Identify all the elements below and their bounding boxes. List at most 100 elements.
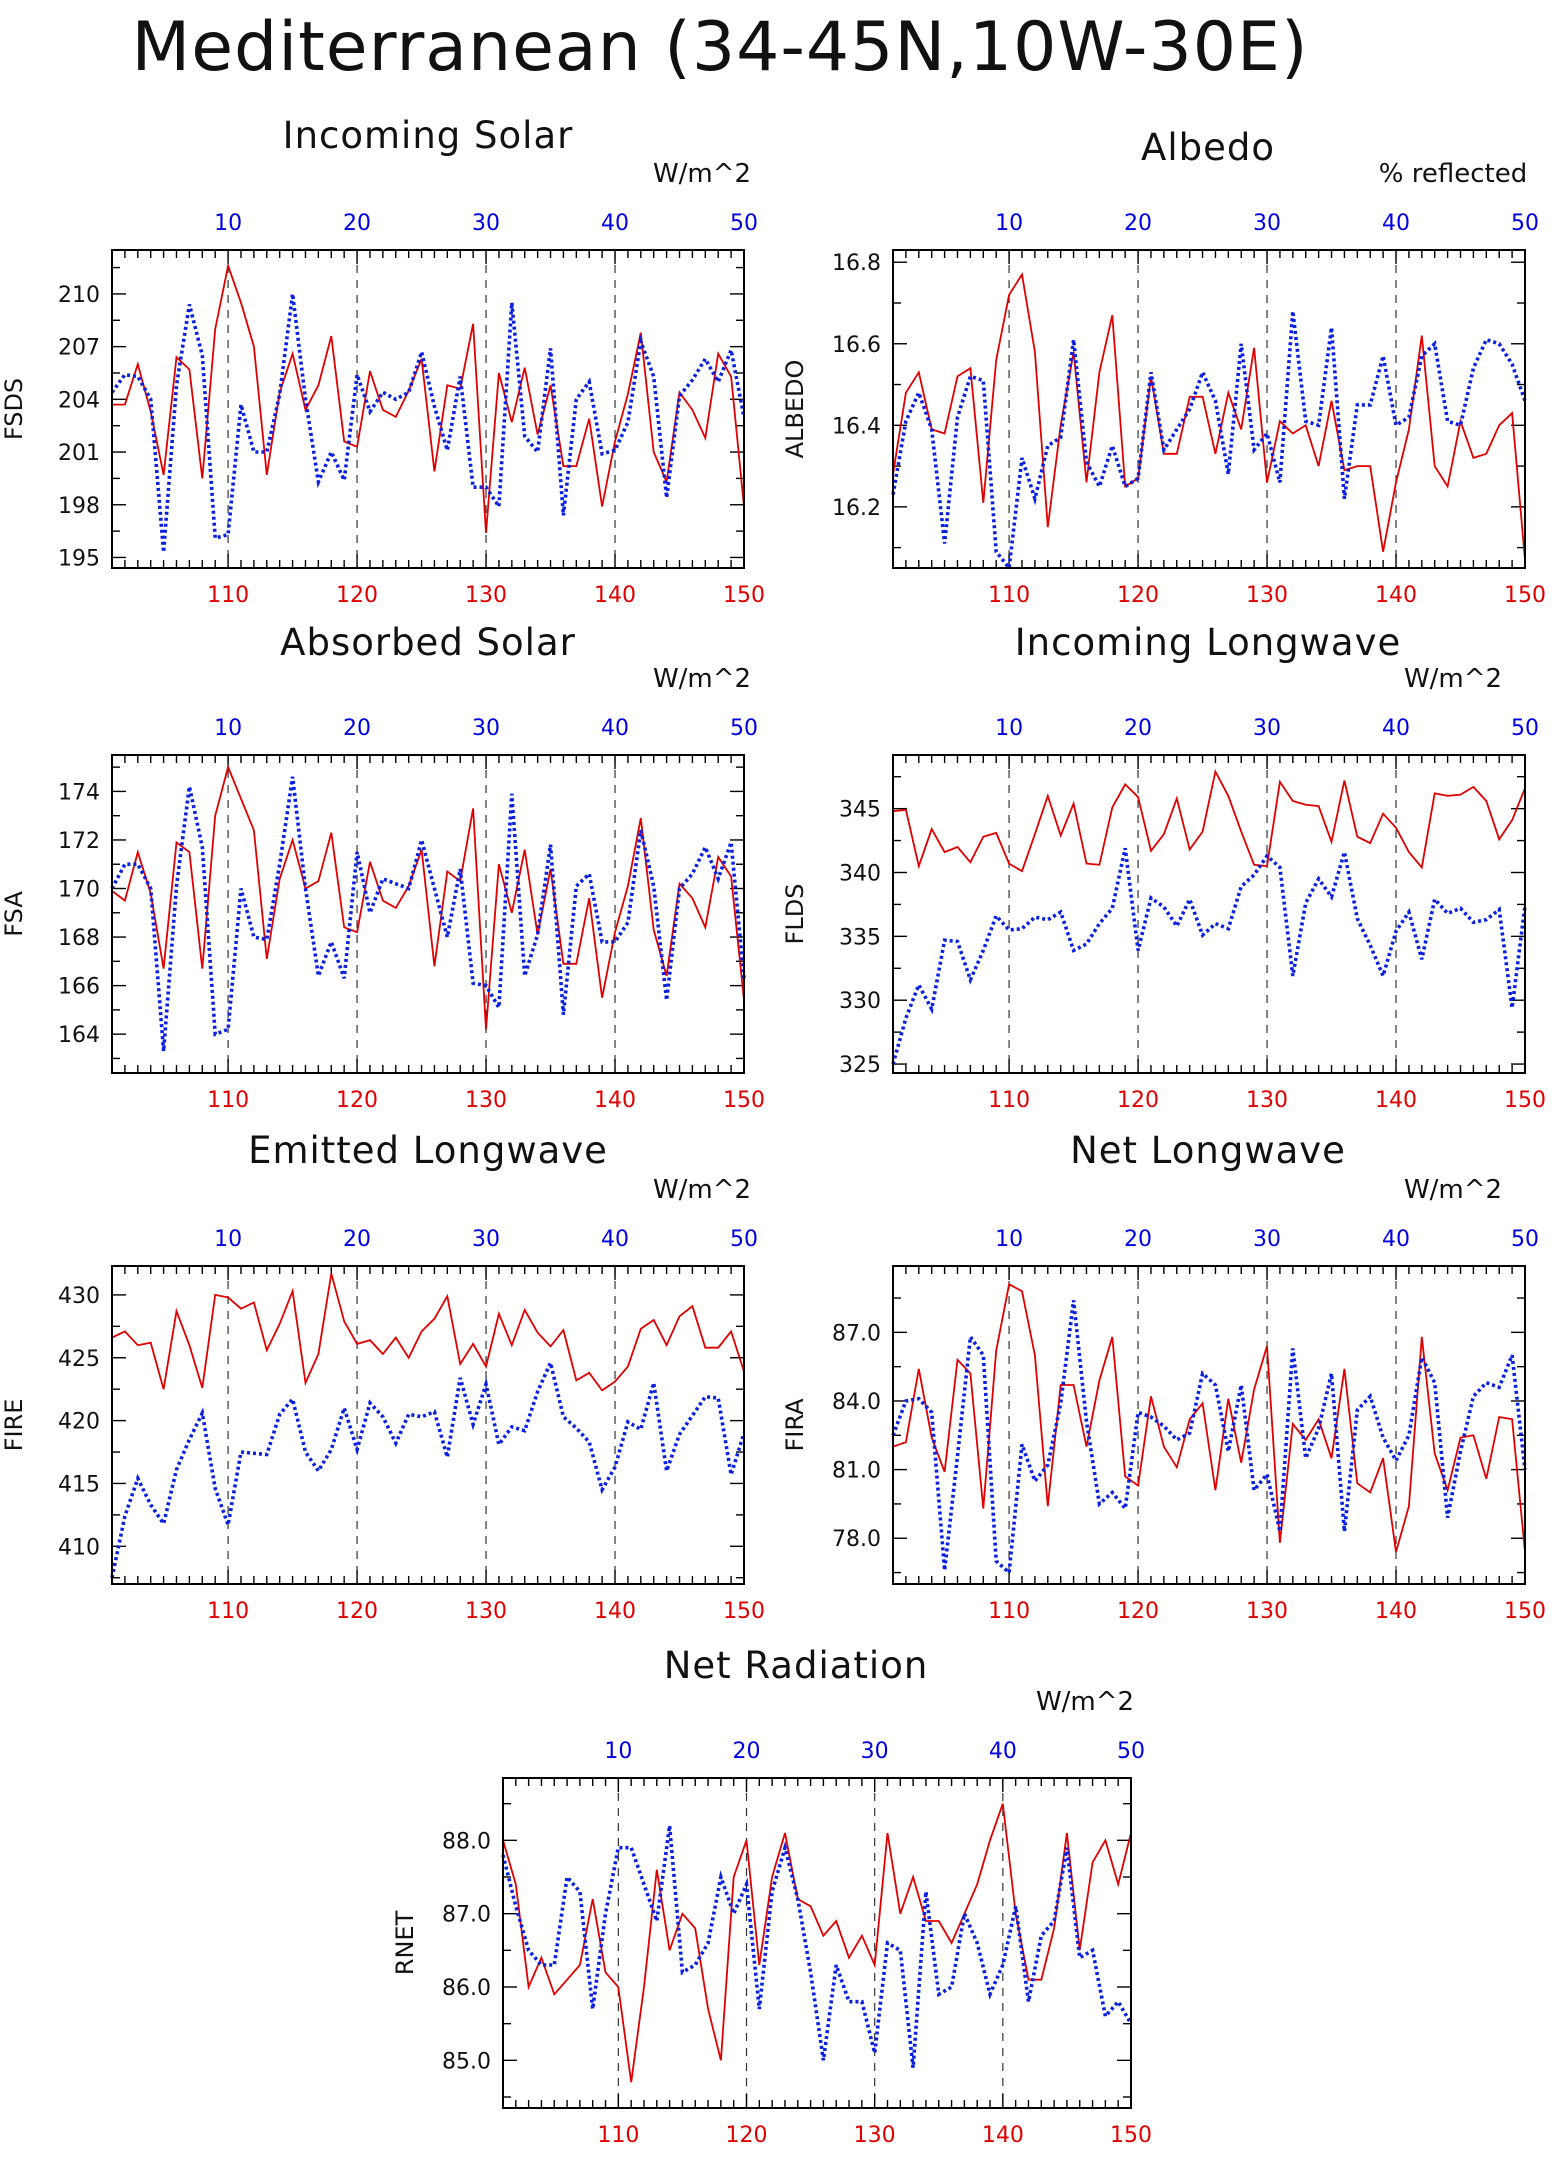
fire-xticklabel-bottom: 110 [207, 1599, 249, 1624]
fire-xticklabel-bottom: 120 [336, 1599, 378, 1624]
rnet-yticklabel: 86.0 [442, 1976, 491, 2001]
fire-series-2-line [110, 1357, 746, 1579]
flds-title: Incoming Longwave [1015, 621, 1402, 664]
fsa-xticklabel-top: 40 [601, 716, 629, 741]
fira-xticklabel-top: 50 [1511, 1227, 1539, 1252]
rnet-xticklabel-top: 30 [861, 1739, 889, 1764]
fsa-xticklabel-bottom: 130 [465, 1088, 507, 1113]
fsa-units: W/m^2 [653, 664, 751, 694]
fira-xticklabel-bottom: 150 [1504, 1599, 1546, 1624]
fire-title: Emitted Longwave [248, 1129, 608, 1172]
albedo-yticklabel: 16.6 [832, 333, 881, 358]
fire-units: W/m^2 [653, 1175, 751, 1205]
rnet-title: Net Radiation [664, 1644, 929, 1687]
albedo-xticklabel-top: 20 [1124, 211, 1152, 236]
rnet-xticklabel-top: 20 [733, 1739, 761, 1764]
flds-yticklabel: 345 [839, 798, 881, 823]
rnet-xticklabel-bottom: 150 [1110, 2123, 1152, 2148]
fsa-title: Absorbed Solar [280, 621, 576, 664]
fsa-yticklabel: 166 [58, 975, 100, 1000]
fsa-yticklabel: 174 [58, 780, 100, 805]
rnet-yticklabel: 85.0 [442, 2049, 491, 2074]
flds-xticklabel-top: 30 [1253, 716, 1281, 741]
albedo-panel: Albedo % reflected ALBEDO 110 120 130 140 150 10… [781, 126, 1546, 608]
fire-series-1-line [111, 1273, 745, 1392]
fsds-yticklabel: 201 [58, 441, 100, 466]
fsds-yticklabel: 195 [58, 546, 100, 571]
fire-xticklabel-top: 50 [730, 1227, 758, 1252]
fsa-ylabel: FSA [0, 891, 28, 937]
fira-title: Net Longwave [1070, 1129, 1346, 1172]
flds-series-1-line [892, 768, 1526, 873]
fira-ylabel: FIRA [781, 1398, 809, 1452]
fsa-series-1-line [111, 764, 745, 1030]
albedo-xticklabel-top: 40 [1382, 211, 1410, 236]
rnet-units: W/m^2 [1036, 1687, 1134, 1717]
albedo-xticklabel-top: 30 [1253, 211, 1281, 236]
fsds-yticklabel: 210 [58, 283, 100, 308]
fire-xticklabel-top: 40 [601, 1227, 629, 1252]
fsds-xticklabel-bottom: 110 [207, 583, 249, 608]
fire-yticklabel: 420 [58, 1410, 100, 1435]
fsds-units: W/m^2 [653, 159, 751, 189]
rnet-xticklabel-top: 40 [989, 1739, 1017, 1764]
rnet-xticklabel-bottom: 120 [726, 2123, 768, 2148]
flds-ylabel: FLDS [781, 884, 809, 945]
flds-xticklabel-bottom: 150 [1504, 1088, 1546, 1113]
fira-panel: Net Longwave W/m^2 FIRA 110 120 130 140 150 10 20… [781, 1129, 1546, 1624]
fire-yticklabel: 425 [58, 1347, 100, 1372]
fire-xticklabel-bottom: 140 [594, 1599, 636, 1624]
albedo-title: Albedo [1141, 126, 1275, 169]
fsa-yticklabel: 164 [58, 1023, 100, 1048]
fira-xticklabel-bottom: 140 [1375, 1599, 1417, 1624]
fsa-yticklabel: 170 [58, 878, 100, 903]
fira-xticklabel-bottom: 130 [1246, 1599, 1288, 1624]
albedo-ylabel: ALBEDO [781, 360, 809, 459]
fira-xticklabel-top: 40 [1382, 1227, 1410, 1252]
fira-series-2-line [891, 1300, 1527, 1577]
fsa-xticklabel-bottom: 150 [723, 1088, 765, 1113]
flds-units: W/m^2 [1404, 664, 1502, 694]
fsds-xticklabel-bottom: 120 [336, 583, 378, 608]
rnet-panel: Net Radiation W/m^2 RNET 110 120 130 140 150 10 2… [391, 1644, 1152, 2148]
flds-xticklabel-bottom: 110 [988, 1088, 1030, 1113]
fsds-xticklabel-top: 20 [343, 211, 371, 236]
fira-frame [892, 1265, 1526, 1585]
fire-yticklabel: 415 [58, 1472, 100, 1497]
albedo-frame [892, 249, 1526, 569]
rnet-yticklabel: 87.0 [442, 1903, 491, 1928]
fsa-xticklabel-top: 10 [214, 716, 242, 741]
fira-xticklabel-bottom: 110 [988, 1599, 1030, 1624]
fsa-yticklabel: 172 [58, 829, 100, 854]
fire-xticklabel-top: 20 [343, 1227, 371, 1252]
fsds-xticklabel-top: 10 [214, 211, 242, 236]
albedo-yticklabel: 16.4 [832, 414, 881, 439]
fira-xticklabel-bottom: 120 [1117, 1599, 1159, 1624]
rnet-xticklabel-top: 10 [604, 1739, 632, 1764]
fsa-xticklabel-top: 30 [472, 716, 500, 741]
flds-yticklabel: 340 [839, 861, 881, 886]
fira-yticklabel: 78.0 [832, 1527, 881, 1552]
rnet-xticklabel-bottom: 130 [854, 2123, 896, 2148]
fire-xticklabel-bottom: 150 [723, 1599, 765, 1624]
flds-xticklabel-bottom: 120 [1117, 1088, 1159, 1113]
albedo-series-2-line [891, 310, 1527, 573]
fire-xticklabel-top: 30 [472, 1227, 500, 1252]
flds-xticklabel-top: 40 [1382, 716, 1410, 741]
rnet-frame [502, 1777, 1132, 2109]
fsds-panel: Incoming Solar W/m^2 FSDS 110 120 130 140 150 10… [0, 114, 765, 608]
fire-xticklabel-bottom: 130 [465, 1599, 507, 1624]
flds-yticklabel: 330 [839, 989, 881, 1014]
albedo-yticklabel: 16.2 [832, 496, 881, 521]
rnet-yticklabel: 88.0 [442, 1829, 491, 1854]
fire-yticklabel: 410 [58, 1535, 100, 1560]
rnet-xticklabel-bottom: 140 [982, 2123, 1024, 2148]
flds-series-2-line [891, 847, 1527, 1065]
flds-xticklabel-top: 20 [1124, 716, 1152, 741]
albedo-xticklabel-bottom: 150 [1504, 583, 1546, 608]
figure-title: Mediterranean (34-45N,10W-30E) [131, 8, 1309, 87]
fira-yticklabel: 84.0 [832, 1390, 881, 1415]
rnet-series-2-line [501, 1825, 1133, 2068]
fsa-yticklabel: 168 [58, 926, 100, 951]
